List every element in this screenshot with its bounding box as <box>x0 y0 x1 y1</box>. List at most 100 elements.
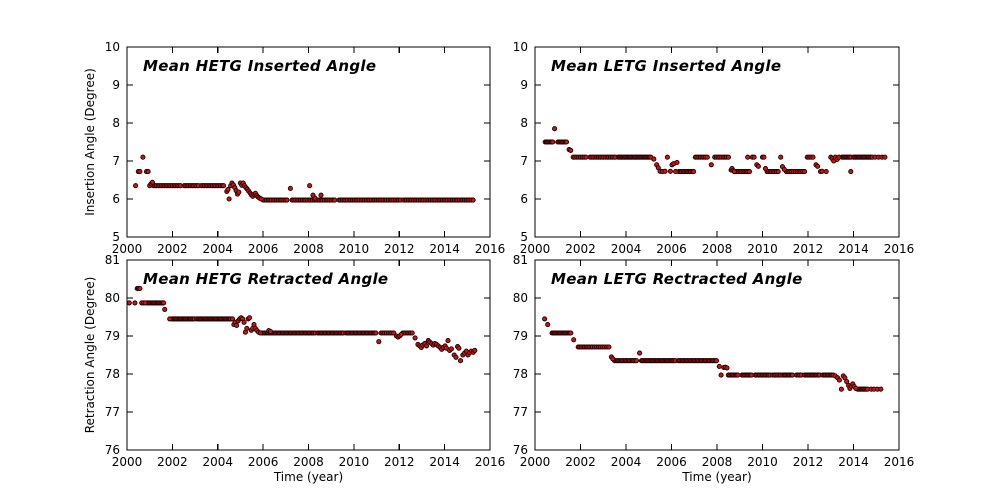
scatter-point <box>284 197 290 203</box>
panel-letg-inserted: 2000 2002 2004 2006 2008 2010 2012 2014 2016 5 6 7 8… <box>513 40 915 256</box>
scatter-point <box>161 300 167 306</box>
x-tick-label: 2012 <box>384 242 415 256</box>
x-tick-label: 2006 <box>248 242 279 256</box>
scatter-point <box>819 168 825 174</box>
x-axis-label: Time (year) <box>273 470 343 484</box>
y-tick-label: 80 <box>513 291 528 305</box>
y-tick-label: 5 <box>520 230 528 244</box>
panel-title: Mean HETG Inserted Angle <box>143 57 376 75</box>
x-tick-label: 2000 <box>112 242 143 256</box>
scatter-point <box>453 354 459 360</box>
x-axis-label: Time (year) <box>681 470 751 484</box>
scatter-point <box>583 154 589 160</box>
scatter-point <box>373 330 379 336</box>
x-tick-label: 2002 <box>565 455 596 469</box>
scatter-point <box>423 343 430 349</box>
x-tick-label: 2014 <box>838 455 869 469</box>
scatter-point <box>229 316 236 322</box>
scatter-point <box>751 154 757 160</box>
y-tick-label: 9 <box>520 78 528 92</box>
scatter-point <box>724 365 730 371</box>
scatter-point <box>836 154 842 160</box>
scatter-point <box>853 385 859 391</box>
scatter-point <box>762 166 769 172</box>
y-tick-label: 81 <box>513 253 528 267</box>
scatter-point <box>746 169 753 175</box>
scatter-point <box>571 337 577 343</box>
scatter-point <box>137 285 143 292</box>
y-tick-label: 78 <box>105 367 120 381</box>
scatter-point <box>332 197 338 203</box>
x-tick-label: 2014 <box>838 242 869 256</box>
y-tick-label: 79 <box>105 329 120 343</box>
x-tick-label: 2006 <box>656 242 687 256</box>
x-tick-label: 2002 <box>157 242 188 256</box>
scatter-point <box>267 328 273 334</box>
scatter-point <box>456 345 462 351</box>
scatter-point <box>552 126 558 132</box>
scatter-point <box>836 377 842 383</box>
axes-frame <box>534 46 900 238</box>
scatter-point <box>287 185 293 191</box>
scatter-point <box>662 168 668 174</box>
x-tick-label: 2016 <box>475 242 506 256</box>
scatter-point <box>307 183 313 189</box>
scatter-point <box>225 186 231 193</box>
scatter-point <box>637 350 643 356</box>
scatter-point <box>457 358 464 364</box>
scatter-point <box>448 346 454 352</box>
scatter-point <box>563 139 570 145</box>
scatter-point <box>633 358 640 364</box>
scatter-point <box>145 169 151 175</box>
scatter-point <box>731 169 737 175</box>
scatter-point <box>472 347 478 353</box>
scatter-point <box>568 147 574 153</box>
scatter-point <box>542 316 548 322</box>
y-tick-label: 78 <box>513 367 528 381</box>
scatter-point <box>132 300 138 306</box>
scatter-point <box>651 156 657 162</box>
x-tick-label: 2014 <box>429 455 460 469</box>
scatter-point <box>226 196 232 202</box>
scatter-point <box>789 372 796 378</box>
x-tick-label: 2006 <box>248 455 279 469</box>
scatter-point <box>610 356 616 362</box>
scatter-point <box>755 163 761 169</box>
scatter-point <box>126 300 132 306</box>
scatter-point <box>775 169 781 175</box>
scatter-point <box>725 154 731 160</box>
scatter-point <box>761 154 767 160</box>
scatter-point <box>470 197 476 203</box>
x-tick-label: 2000 <box>520 455 551 469</box>
scatter-point <box>838 386 844 392</box>
scatter-point <box>398 331 404 338</box>
scatter-point <box>246 315 253 321</box>
y-tick-label: 77 <box>513 405 528 419</box>
y-tick-label: 10 <box>513 40 528 54</box>
x-tick-label: 2008 <box>702 455 733 469</box>
x-tick-label: 2008 <box>702 242 733 256</box>
scatter-point <box>236 189 242 195</box>
y-tick-label: 6 <box>112 192 120 206</box>
y-tick-label: 80 <box>105 291 120 305</box>
scatter-point <box>445 338 451 344</box>
scatter-point <box>882 154 888 160</box>
x-tick-label: 2010 <box>339 455 370 469</box>
x-tick-label: 2000 <box>112 455 143 469</box>
y-tick-label: 6 <box>520 192 528 206</box>
scatter-point <box>708 162 714 168</box>
scatter-point <box>718 372 724 378</box>
x-tick-label: 2010 <box>747 455 778 469</box>
scatter-point <box>550 139 556 145</box>
scatter-point <box>713 358 720 364</box>
x-tick-label: 2008 <box>293 242 324 256</box>
panel-title: Mean LETG Inserted Angle <box>551 57 781 75</box>
x-tick-label: 2008 <box>293 455 324 469</box>
y-tick-label: 77 <box>105 405 120 419</box>
x-tick-label: 2004 <box>202 242 233 256</box>
scatter-point <box>878 386 884 392</box>
scatter-point <box>716 363 722 369</box>
scatter-point <box>312 195 318 201</box>
